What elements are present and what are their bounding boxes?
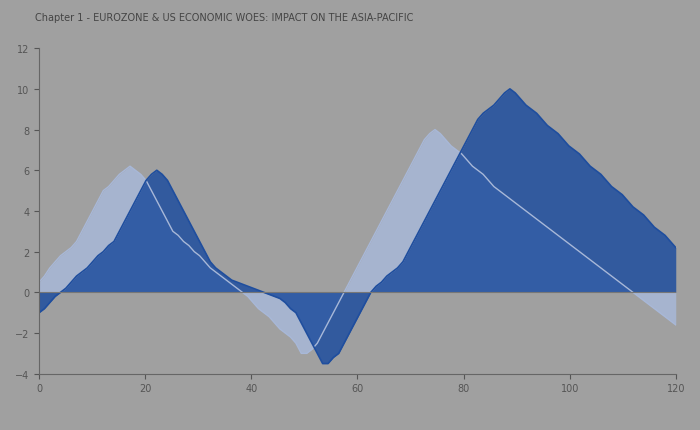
Text: Chapter 1 - EUROZONE & US ECONOMIC WOES: IMPACT ON THE ASIA-PACIFIC: Chapter 1 - EUROZONE & US ECONOMIC WOES:…: [35, 13, 414, 23]
